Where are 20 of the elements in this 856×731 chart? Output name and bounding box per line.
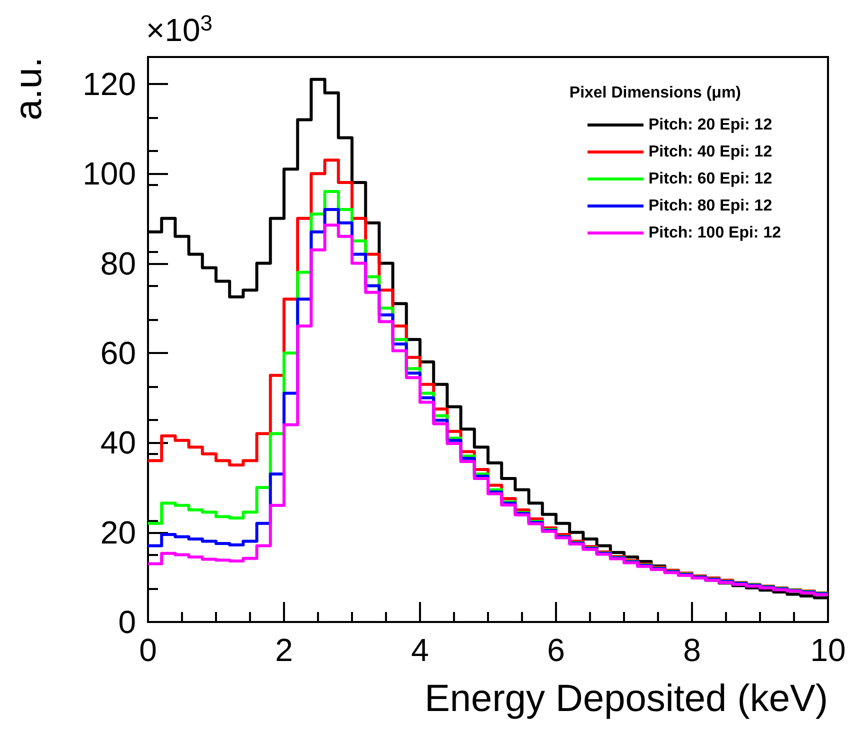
legend-label: Pitch: 40 Epi: 12 [648, 144, 772, 160]
legend-title: Pixel Dimensions (μm) [569, 84, 741, 102]
y-axis-title: a.u. [8, 57, 50, 120]
x-tick-label: 4 [411, 632, 429, 668]
x-tick-label: 6 [547, 632, 565, 668]
y-tick-label: 100 [82, 156, 136, 192]
legend-label: Pitch: 80 Epi: 12 [648, 198, 772, 214]
y-tick-label: 40 [100, 424, 136, 461]
legend-label: Pitch: 100 Epi: 12 [648, 224, 782, 242]
legend-label: Pitch: 60 Epi: 12 [648, 170, 772, 188]
y-tick-label: 80 [100, 245, 136, 282]
y-tick-label: 60 [100, 334, 136, 371]
y-tick-label: 20 [100, 514, 136, 550]
legend-label: Pitch: 20 Epi: 12 [648, 116, 772, 134]
y-tick-label: 120 [82, 66, 136, 102]
x-tick-label: 8 [683, 632, 701, 668]
x-tick-label: 10 [810, 632, 846, 668]
x-axis-title: Energy Deposited (keV) [424, 678, 828, 720]
x-tick-label: 2 [275, 632, 293, 668]
y-tick-label: 0 [118, 604, 136, 640]
